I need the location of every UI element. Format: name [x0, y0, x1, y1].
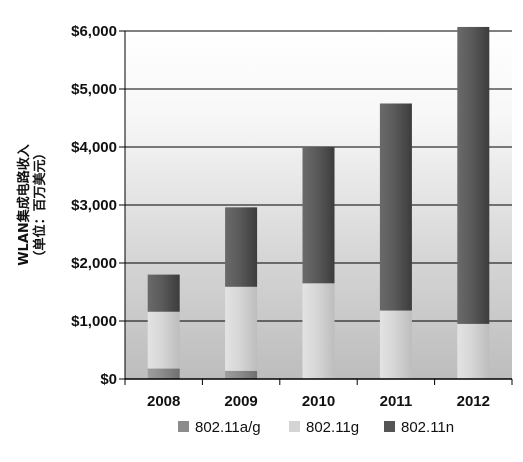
- y-tick-label: $0: [100, 371, 117, 388]
- legend-label: 802.11a/g: [195, 419, 261, 436]
- legend-swatch: [384, 421, 395, 432]
- y-tick-label: $3,000: [71, 197, 117, 214]
- legend-swatch: [178, 421, 189, 432]
- legend-label: 802.11n: [401, 419, 454, 436]
- y-tick-label: $4,000: [71, 139, 117, 156]
- bar-segment-2011-80211g: [379, 310, 412, 379]
- x-axis-ticks: 2008 2009 2010 2011 2012: [124, 379, 513, 410]
- bar-segment-2010-80211g: [302, 283, 335, 379]
- legend-swatch: [289, 421, 300, 432]
- bar-segment-2009-80211g: [225, 286, 258, 371]
- x-tick-label: 2008: [147, 393, 180, 410]
- bars: [147, 26, 490, 379]
- y-axis-label-unit: （单位：百万美元）: [32, 146, 48, 263]
- x-tick-label: 2009: [224, 393, 257, 410]
- bar-segment-2010-80211n: [302, 147, 335, 284]
- bar-segment-2008-80211ag: [147, 368, 180, 379]
- x-tick-label: 2011: [380, 393, 413, 410]
- y-axis-label: WLAN集成电路收入: [16, 144, 32, 266]
- legend: 802.11a/g 802.11g 802.11n: [178, 419, 454, 436]
- bar-segment-2012-80211g: [457, 323, 490, 379]
- legend-label: 802.11g: [306, 419, 359, 436]
- y-tick-label: $2,000: [71, 255, 117, 272]
- bar-segment-2011-80211n: [379, 103, 412, 311]
- y-tick-label: $1,000: [71, 313, 117, 330]
- bar-segment-2009-80211ag: [225, 370, 258, 379]
- x-tick-label: 2010: [302, 393, 335, 410]
- y-axis-ticks: $0 $1,000 $2,000 $3,000 $4,000 $5,000 $6,000: [71, 23, 125, 388]
- x-tick-label: 2012: [457, 393, 490, 410]
- bar-segment-2012-80211n: [457, 26, 490, 324]
- y-tick-label: $5,000: [71, 81, 117, 98]
- bar-segment-2008-80211g: [147, 311, 180, 369]
- bar-segment-2009-80211n: [225, 207, 258, 287]
- bar-segment-2008-80211n: [147, 274, 180, 312]
- y-tick-label: $6,000: [71, 23, 117, 40]
